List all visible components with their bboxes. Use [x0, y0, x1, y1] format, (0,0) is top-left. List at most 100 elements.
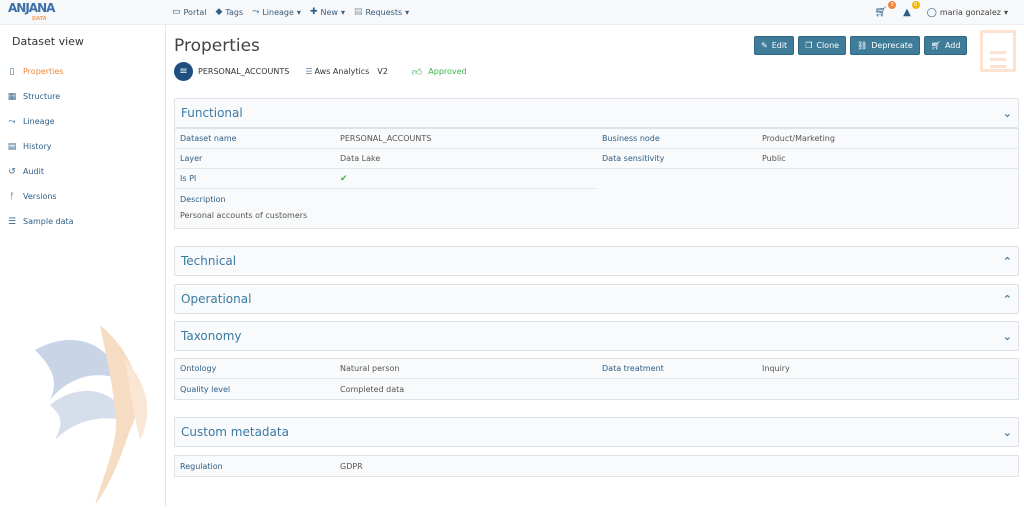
section-title: Technical	[181, 254, 237, 268]
field-row: Ontology Natural person	[175, 359, 597, 379]
status-badge: Approved	[428, 67, 467, 76]
button-label: Add	[944, 41, 961, 50]
field-row: Data sensitivity Public	[597, 149, 1018, 169]
field-label: Ontology	[180, 364, 217, 373]
chevron-down-icon[interactable]: ⌄	[1002, 106, 1012, 120]
operational-panel-header[interactable]: Operational ⌃	[174, 284, 1019, 314]
sidebar: Dataset view ▯ Properties ▦ Structure ⤳ Lin…	[0, 25, 166, 506]
section-title: Functional	[181, 106, 243, 120]
add-button[interactable]: 🛒︎ Add	[923, 36, 968, 55]
sidebar-item-label: Versions	[23, 192, 57, 201]
field-row: Is PI ✔	[175, 169, 597, 189]
table-icon: ▦	[7, 91, 17, 102]
custom-metadata-panel-body: Regulation GDPR	[174, 455, 1019, 477]
bell-icon: ▲	[903, 7, 911, 18]
nav-lineage[interactable]: ⤳ Lineage ▾	[252, 7, 301, 17]
logo-text: ANJANA	[8, 1, 55, 15]
field-label: Dataset name	[180, 134, 237, 143]
deprecate-button[interactable]: ⛓ Deprecate	[850, 36, 920, 55]
thumbs-up-icon: 👍︎	[411, 66, 423, 78]
database-icon: ≡	[174, 62, 193, 81]
field-value: Completed data	[340, 384, 405, 394]
dataset-name: PERSONAL_ACCOUNTS	[198, 67, 290, 76]
custom-metadata-panel-header[interactable]: Custom metadata ⌄	[174, 417, 1019, 447]
technical-panel-header[interactable]: Technical ⌃	[174, 246, 1019, 276]
field-value: PERSONAL_ACCOUNTS	[340, 134, 432, 143]
lineage-icon: ⤳	[252, 7, 260, 17]
nav-tags[interactable]: ◆ Tags	[216, 7, 244, 17]
sidebar-item-structure[interactable]: ▦ Structure	[7, 84, 74, 109]
monitor-icon: ▭	[172, 7, 181, 17]
field-row: Regulation GDPR	[175, 456, 597, 476]
field-value: Inquiry	[762, 364, 790, 373]
functional-panel-header[interactable]: Functional ⌄	[174, 98, 1019, 128]
copy-icon: ❐	[805, 41, 813, 50]
sidebar-item-label: Properties	[23, 67, 64, 76]
cart-count-badge: 3	[888, 1, 897, 9]
field-label: Business node	[602, 134, 660, 143]
field-value: Natural person	[340, 364, 400, 373]
field-label: Is PI	[180, 174, 197, 183]
requests-icon: ▤	[353, 7, 363, 17]
sidebar-item-label: Structure	[23, 92, 61, 101]
cart-button[interactable]: 🛒︎ 3	[874, 1, 897, 18]
nav-new[interactable]: ✚ New ▾	[310, 7, 345, 17]
unlink-icon: ⛓	[857, 41, 868, 50]
field-value: Personal accounts of customers	[180, 211, 308, 220]
section-title: Taxonomy	[181, 329, 242, 343]
edit-button[interactable]: ✎ Edit	[754, 36, 795, 55]
sidebar-item-lineage[interactable]: ⤳ Lineage	[7, 109, 74, 134]
sidebar-item-properties[interactable]: ▯ Properties	[7, 59, 74, 84]
field-label: Description	[180, 195, 226, 204]
sidebar-item-audit[interactable]: ↺ Audit	[7, 159, 74, 184]
field-row: Layer Data Lake	[175, 149, 597, 169]
field-label: Regulation	[180, 461, 223, 471]
sidebar-item-history[interactable]: ▤ History	[7, 134, 74, 159]
notifications-button[interactable]: ▲ 0	[903, 1, 920, 18]
taxonomy-panel-header[interactable]: Taxonomy ⌄	[174, 321, 1019, 351]
history-icon: ↺	[8, 166, 16, 177]
field-row: Data treatment Inquiry	[597, 359, 1018, 379]
field-row: Dataset name PERSONAL_ACCOUNTS	[175, 129, 597, 149]
field-label: Layer	[180, 154, 203, 163]
sidebar-item-label: Lineage	[23, 117, 55, 126]
sidebar-item-sample-data[interactable]: ☰ Sample data	[7, 209, 74, 234]
button-label: Clone	[816, 41, 840, 50]
cart-icon: 🛒︎	[930, 41, 941, 50]
branch-icon: ᚠ	[9, 191, 15, 202]
chevron-up-icon[interactable]: ⌃	[1002, 254, 1012, 268]
pencil-icon: ✎	[761, 41, 768, 50]
list-icon: ▤	[7, 141, 17, 152]
anjana-decoration-illustration	[35, 325, 148, 505]
user-menu[interactable]: ◯ maria gonzalez ▾	[927, 8, 1008, 18]
nav-portal[interactable]: ▭ Portal	[172, 7, 207, 17]
clone-button[interactable]: ❐ Clone	[798, 36, 847, 55]
anjana-logo[interactable]: ANJANA DATA	[8, 2, 58, 24]
notifications-count-badge: 0	[911, 1, 920, 9]
button-label: Edit	[771, 41, 788, 50]
user-name: maria gonzalez	[939, 8, 1001, 17]
top-navbar: ANJANA DATA ▭ Portal ◆ Tags ⤳ Lineage ▾ ✚ New ▾…	[0, 0, 1024, 25]
sidebar-item-label: Audit	[23, 167, 44, 176]
chevron-down-icon[interactable]: ⌄	[1002, 425, 1012, 439]
field-label: Data treatment	[602, 364, 664, 373]
system-name[interactable]: Aws Analytics	[314, 67, 370, 76]
field-row: Business node Product/Marketing	[597, 129, 1018, 149]
sidebar-item-label: Sample data	[23, 217, 74, 226]
functional-panel-body: Dataset name PERSONAL_ACCOUNTS Business n…	[174, 128, 1019, 229]
section-title: Custom metadata	[181, 425, 289, 439]
sidebar-item-versions[interactable]: ᚠ Versions	[7, 184, 74, 209]
nav-label: Portal	[183, 7, 207, 17]
page-title: Properties	[174, 36, 260, 56]
field-row: Quality level Completed data	[175, 379, 597, 399]
chevron-up-icon[interactable]: ⌃	[1002, 292, 1012, 306]
nav-requests[interactable]: ▤ Requests ▾	[354, 7, 409, 17]
field-value: Data Lake	[340, 154, 381, 163]
chevron-down-icon[interactable]: ⌄	[1002, 329, 1012, 343]
lineage-icon: ⤳	[8, 116, 16, 127]
nav-label: Lineage	[262, 7, 294, 17]
field-value: Product/Marketing	[762, 134, 835, 143]
field-label: Quality level	[180, 384, 231, 394]
nav-label: Tags	[225, 7, 244, 17]
document-icon	[980, 30, 1016, 72]
